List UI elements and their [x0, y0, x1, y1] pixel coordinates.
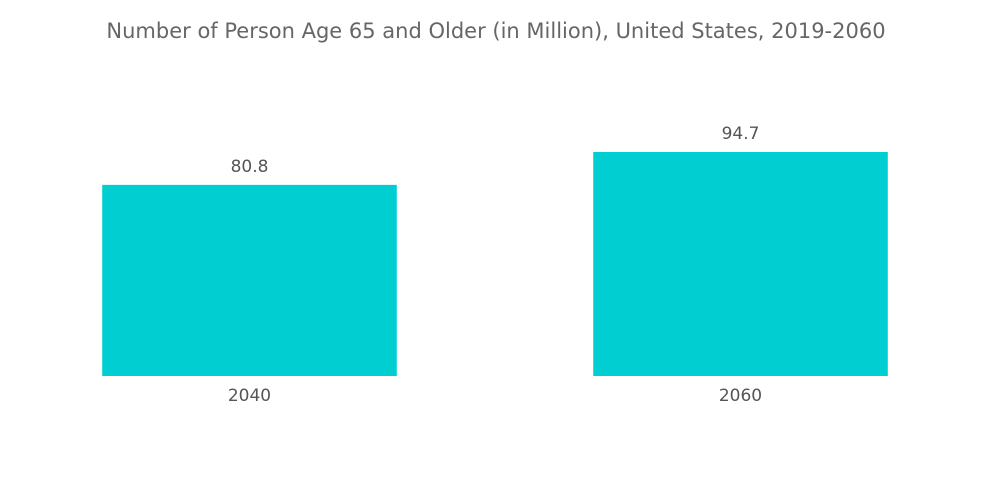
- chart-title: Number of Person Age 65 and Older (in Mi…: [106, 19, 885, 43]
- x-tick-label: 2040: [228, 386, 271, 406]
- bar: [593, 152, 888, 376]
- value-label: 94.7: [722, 124, 760, 144]
- value-label: 80.8: [231, 157, 269, 177]
- bar: [102, 184, 397, 376]
- x-tick-label: 2060: [719, 386, 762, 406]
